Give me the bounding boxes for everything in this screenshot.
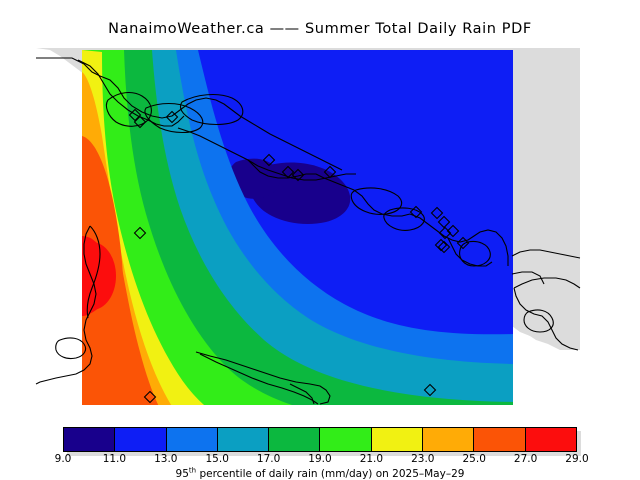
colorbar-band-6[interactable] bbox=[371, 428, 424, 451]
colorbar-tick-21.0: 21.0 bbox=[359, 453, 384, 465]
colorbar-tick-13.0: 13.0 bbox=[154, 453, 178, 465]
station-marker[interactable] bbox=[437, 215, 451, 229]
station-marker[interactable] bbox=[291, 168, 305, 182]
station-marker[interactable] bbox=[262, 153, 276, 167]
station-marker[interactable] bbox=[409, 205, 423, 219]
caption-superscript: th bbox=[188, 466, 197, 475]
colorbar-band-9[interactable] bbox=[525, 428, 576, 451]
page-title: NanaimoWeather.ca —— Summer Total Daily … bbox=[108, 21, 532, 37]
caption-prefix: 95 bbox=[175, 468, 189, 480]
data-rect-mask bbox=[0, 40, 82, 410]
colorbar-tick-19.0: 19.0 bbox=[308, 453, 332, 465]
colorbar-band-5[interactable] bbox=[320, 428, 372, 451]
station-marker[interactable] bbox=[430, 206, 444, 220]
caption-suffix: percentile of daily rain (mm/day) on 202… bbox=[196, 468, 465, 480]
colorbar-band-3[interactable] bbox=[217, 428, 270, 451]
colorbar-tick-27.0: 27.0 bbox=[513, 453, 538, 465]
station-marker[interactable] bbox=[423, 383, 437, 397]
station-marker-layer[interactable] bbox=[128, 108, 470, 404]
colorbar-tick-11.0: 11.0 bbox=[102, 453, 127, 465]
colorbar-tick-29.0: 29.0 bbox=[565, 453, 589, 465]
map-panel[interactable] bbox=[0, 40, 640, 410]
station-marker[interactable] bbox=[133, 115, 147, 129]
colorbar[interactable] bbox=[63, 427, 577, 452]
station-marker[interactable] bbox=[281, 165, 295, 179]
colorbar-band-7[interactable] bbox=[423, 428, 475, 451]
station-marker[interactable] bbox=[133, 226, 147, 240]
colorbar-tick-23.0: 23.0 bbox=[411, 453, 435, 465]
colorbar-band-2[interactable] bbox=[166, 428, 218, 451]
station-marker[interactable] bbox=[143, 390, 157, 404]
colorbar-tick-labels: 9.0 11.0 13.0 15.0 17.0 19.0 21.0 23.0 25.0 27.0 2… bbox=[0, 453, 640, 467]
colorbar-tick-25.0: 25.0 bbox=[462, 453, 486, 465]
colorbar-block: 9.0 11.0 13.0 15.0 17.0 19.0 21.0 23.0 25.0 27.0 2… bbox=[0, 420, 640, 480]
colorbar-caption: 95th percentile of daily rain (mm/day) o… bbox=[0, 466, 640, 480]
colorbar-tick-9.0: 9.0 bbox=[54, 453, 72, 465]
colorbar-tick-15.0: 15.0 bbox=[205, 453, 229, 465]
colorbar-band-8[interactable] bbox=[474, 428, 526, 451]
colorbar-band-0[interactable] bbox=[64, 428, 116, 451]
station-marker[interactable] bbox=[438, 226, 452, 240]
colorbar-band-1[interactable] bbox=[115, 428, 167, 451]
coastline-layer bbox=[35, 57, 581, 405]
station-marker[interactable] bbox=[456, 236, 470, 250]
contour-map[interactable] bbox=[0, 40, 640, 410]
station-marker[interactable] bbox=[323, 165, 337, 179]
station-marker[interactable] bbox=[128, 108, 142, 122]
contour-field bbox=[82, 50, 513, 405]
colorbar-tick-17.0: 17.0 bbox=[256, 453, 281, 465]
station-marker[interactable] bbox=[165, 110, 179, 124]
station-marker[interactable] bbox=[434, 238, 448, 252]
station-marker[interactable] bbox=[437, 240, 451, 254]
colorbar-band-4[interactable] bbox=[269, 428, 321, 451]
station-marker[interactable] bbox=[446, 224, 460, 238]
